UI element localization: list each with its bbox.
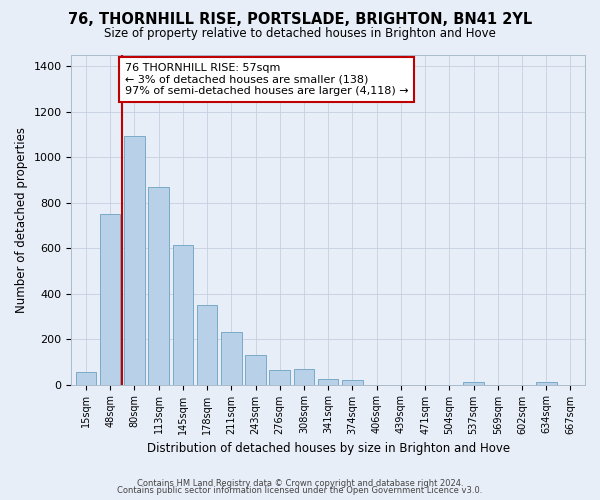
Bar	[124, 136, 145, 384]
Text: Size of property relative to detached houses in Brighton and Hove: Size of property relative to detached ho…	[104, 28, 496, 40]
Bar	[76, 372, 96, 384]
Bar	[245, 355, 266, 384]
Bar	[148, 187, 169, 384]
Text: 76 THORNHILL RISE: 57sqm
← 3% of detached houses are smaller (138)
97% of semi-d: 76 THORNHILL RISE: 57sqm ← 3% of detache…	[125, 63, 409, 96]
Bar	[173, 245, 193, 384]
Text: Contains HM Land Registry data © Crown copyright and database right 2024.: Contains HM Land Registry data © Crown c…	[137, 478, 463, 488]
Bar	[318, 379, 338, 384]
Bar	[269, 370, 290, 384]
Bar	[342, 380, 363, 384]
Bar	[100, 214, 121, 384]
Bar	[221, 332, 242, 384]
Bar	[293, 368, 314, 384]
Bar	[536, 382, 557, 384]
Text: 76, THORNHILL RISE, PORTSLADE, BRIGHTON, BN41 2YL: 76, THORNHILL RISE, PORTSLADE, BRIGHTON,…	[68, 12, 532, 28]
X-axis label: Distribution of detached houses by size in Brighton and Hove: Distribution of detached houses by size …	[146, 442, 510, 455]
Bar	[463, 382, 484, 384]
Y-axis label: Number of detached properties: Number of detached properties	[15, 127, 28, 313]
Text: Contains public sector information licensed under the Open Government Licence v3: Contains public sector information licen…	[118, 486, 482, 495]
Bar	[197, 305, 217, 384]
